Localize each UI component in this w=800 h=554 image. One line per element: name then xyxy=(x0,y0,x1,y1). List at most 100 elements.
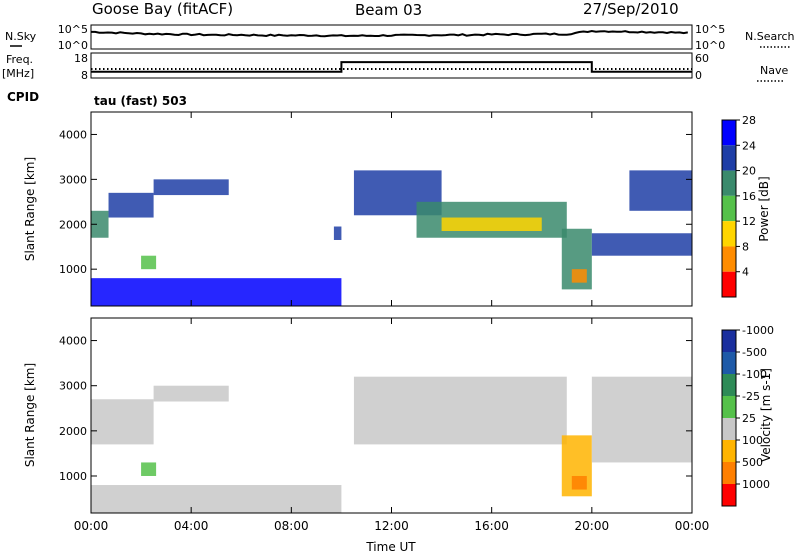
y-tick-label-2: 3000 xyxy=(59,380,87,393)
colorbar-swatch-6 xyxy=(722,271,736,297)
velocity-x-axis: 00:00 04:00 08:00 12:00 16:00 20:00 00:00 xyxy=(74,318,710,533)
colorbar-swatch-5 xyxy=(722,440,736,462)
colorbar-label-4: 20 xyxy=(742,165,756,178)
power-y-axis: 1000 2000 3000 4000 xyxy=(59,128,692,276)
colorbar-swatch-1 xyxy=(722,352,736,374)
scatter-region-8 xyxy=(441,217,542,232)
colorbar-label-5: -100 xyxy=(742,368,767,381)
colorbar-label-2: 100 xyxy=(742,434,763,447)
colorbar-swatch-2 xyxy=(722,374,736,396)
nsky-label: N.Sky xyxy=(5,30,37,43)
colorbar-label-3: 25 xyxy=(742,412,756,425)
scatter-region-5 xyxy=(333,226,342,240)
freq-left-tick-bottom: 8 xyxy=(81,69,88,82)
scatter-region-1 xyxy=(108,192,154,218)
velocity-panel: 1000 2000 3000 4000 00:00 04:00 08:00 12:00 16:… xyxy=(23,317,774,554)
power-x-axis xyxy=(90,112,693,306)
noise-panel: 10^5 10^0 10^5 10^0 N.Sky N.Search xyxy=(5,23,795,52)
scatter-region-6 xyxy=(571,475,587,490)
x-tick-label-6: 00:00 xyxy=(675,519,710,533)
colorbar-label-6: 28 xyxy=(742,114,756,127)
scatter-region-10 xyxy=(571,269,587,283)
y-tick-label-3: 4000 xyxy=(59,335,87,348)
y-tick-label-1: 2000 xyxy=(59,425,87,438)
date-title: 27/Sep/2010 xyxy=(583,0,679,18)
scatter-region-7 xyxy=(591,376,692,463)
colorbar-label-7: -1000 xyxy=(742,324,774,337)
y-tick-label-3: 4000 xyxy=(59,128,87,141)
y-tick-label-2: 3000 xyxy=(59,173,87,186)
colorbar-swatch-6 xyxy=(722,462,736,484)
nsky-line xyxy=(91,29,688,38)
scatter-region-3 xyxy=(141,255,157,270)
velocity-y-label: Slant Range [km] xyxy=(23,363,37,467)
cpid-label: CPID xyxy=(7,90,39,104)
colorbar-swatch-5 xyxy=(722,246,736,272)
colorbar-label-6: -500 xyxy=(742,346,767,359)
noise-right-tick-bottom: 10^0 xyxy=(695,39,725,52)
velocity-colorbar: 1000 500 100 25 -25 -100 -500 -1000 xyxy=(721,324,774,507)
colorbar-label-0: 4 xyxy=(742,266,749,279)
nave-right-tick-top: 60 xyxy=(695,52,709,65)
power-colorbar: 4 8 12 16 20 24 28 xyxy=(721,114,756,298)
colorbar-swatch-4 xyxy=(722,221,736,247)
time-axis-label: Time UT xyxy=(365,540,416,554)
x-tick-label-0: 00:00 xyxy=(74,519,109,533)
noise-left-tick-bottom: 10^0 xyxy=(58,39,88,52)
frequency-frame xyxy=(90,52,693,79)
colorbar-label-5: 24 xyxy=(742,139,756,152)
colorbar-label-4: -25 xyxy=(742,390,760,403)
scatter-region-0 xyxy=(91,399,154,445)
x-tick-label-1: 04:00 xyxy=(174,519,209,533)
colorbar-swatch-0 xyxy=(722,120,736,146)
scatter-region-12 xyxy=(629,170,692,211)
colorbar-label-1: 500 xyxy=(742,456,763,469)
colorbar-swatch-1 xyxy=(722,145,736,171)
scatter-region-1 xyxy=(153,385,229,402)
nsearch-label: N.Search xyxy=(745,30,795,43)
colorbar-label-3: 16 xyxy=(742,190,756,203)
colorbar-label-1: 8 xyxy=(742,240,749,253)
velocity-heatmap xyxy=(91,376,692,513)
scatter-region-0 xyxy=(91,210,109,238)
y-tick-label-0: 1000 xyxy=(59,263,87,276)
scatter-region-4 xyxy=(91,278,342,306)
y-tick-label-1: 2000 xyxy=(59,218,87,231)
noise-left-tick-top: 10^5 xyxy=(58,23,88,36)
station-title: Goose Bay (fitACF) xyxy=(92,0,233,18)
colorbar-swatch-2 xyxy=(722,170,736,196)
frequency-line xyxy=(91,61,692,73)
colorbar-frame xyxy=(721,119,737,298)
scatter-region-4 xyxy=(353,376,567,445)
frequency-panel: 18 8 60 0 Freq. [MHz] Nave CPID tau (fas… xyxy=(2,52,788,108)
velocity-colorbar-label: Velocity [m s-1] xyxy=(759,368,773,462)
freq-left-tick-top: 18 xyxy=(74,52,88,65)
cpid-value: tau (fast) 503 xyxy=(94,94,187,108)
colorbar-swatch-0 xyxy=(722,330,736,352)
power-panel: 1000 2000 3000 4000 Slant Range [km] 4 8 12 16… xyxy=(23,111,771,307)
colorbar-label-0: 1000 xyxy=(742,478,770,491)
noise-frame xyxy=(90,24,693,50)
beam-title: Beam 03 xyxy=(355,1,422,19)
colorbar-swatch-3 xyxy=(722,195,736,222)
scatter-region-11 xyxy=(591,233,692,256)
nave-label: Nave xyxy=(760,64,788,77)
noise-right-tick-top: 10^5 xyxy=(695,23,725,36)
velocity-y-axis: 1000 2000 3000 4000 xyxy=(59,335,692,483)
freq-unit-label: [MHz] xyxy=(2,67,34,80)
colorbar-swatch-3 xyxy=(722,396,736,418)
colorbar-label-2: 12 xyxy=(742,215,756,228)
power-y-label: Slant Range [km] xyxy=(23,157,37,261)
scatter-region-3 xyxy=(91,485,342,513)
x-tick-label-5: 20:00 xyxy=(575,519,610,533)
x-tick-label-3: 12:00 xyxy=(374,519,409,533)
nave-right-tick-bottom: 0 xyxy=(695,69,702,82)
y-tick-label-0: 1000 xyxy=(59,470,87,483)
power-colorbar-label: Power [dB] xyxy=(757,176,771,241)
x-tick-label-4: 16:00 xyxy=(474,519,509,533)
x-tick-label-2: 08:00 xyxy=(274,519,309,533)
freq-label: Freq. xyxy=(6,53,33,66)
scatter-region-2 xyxy=(141,462,157,476)
scatter-region-2 xyxy=(153,179,229,196)
